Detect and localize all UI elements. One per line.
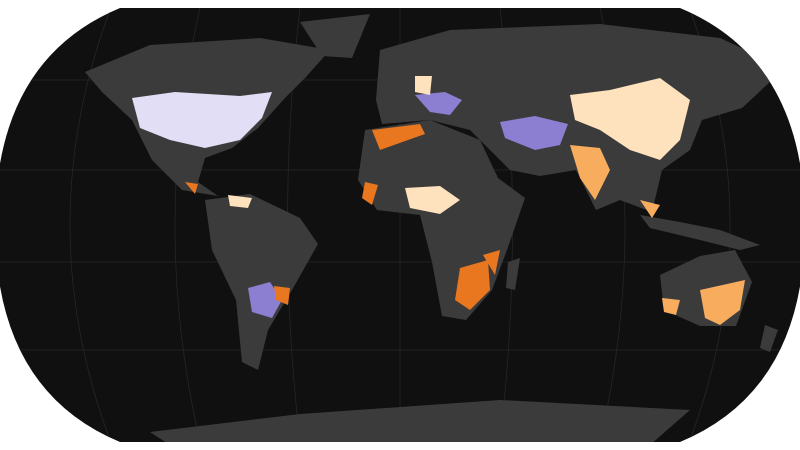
region-orange [362, 182, 378, 205]
region-orange [185, 182, 198, 194]
region-light-orange [640, 200, 660, 218]
region-orange [274, 286, 290, 305]
region-light-orange [570, 145, 610, 200]
indonesia [640, 215, 760, 250]
highlighted-regions [132, 76, 745, 325]
madagascar [506, 258, 520, 290]
region-peach [570, 78, 690, 160]
region-orange [455, 260, 490, 310]
region-lavender [132, 92, 272, 148]
region-light-orange [662, 298, 680, 315]
region-light-orange [700, 280, 745, 325]
greenland [300, 14, 370, 58]
new-zealand [760, 325, 778, 352]
region-purple [500, 116, 568, 150]
map-content [0, 8, 800, 442]
region-purple [415, 92, 462, 115]
antarctica [150, 400, 690, 442]
region-purple [248, 282, 282, 318]
graticule-line [69, 9, 111, 441]
region-orange [372, 124, 425, 150]
region-peach [405, 186, 460, 214]
region-peach [415, 76, 432, 95]
south-america [205, 194, 318, 370]
region-orange [483, 250, 500, 275]
region-peach [228, 195, 252, 208]
